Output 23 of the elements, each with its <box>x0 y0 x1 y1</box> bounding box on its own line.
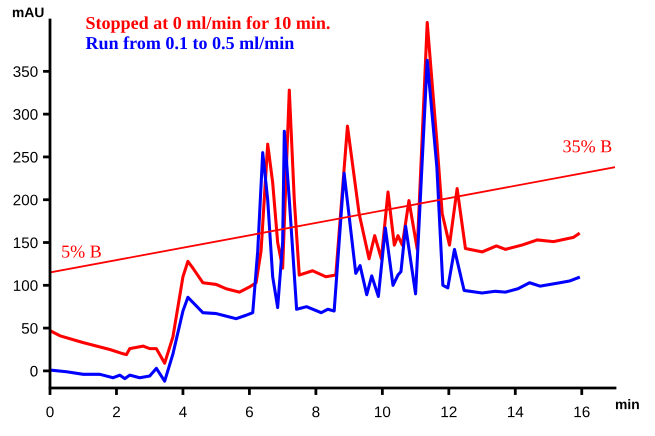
x-tick-label: 8 <box>312 406 320 418</box>
x-tick-label: 0 <box>46 406 54 418</box>
y-axis-title: mAU <box>12 8 44 18</box>
y-tick-label: 250 <box>13 152 38 163</box>
y-tick-label: 350 <box>13 66 38 78</box>
y-tick-label: 300 <box>13 109 38 120</box>
x-tick-label: 2 <box>112 406 120 418</box>
x-tick-label: 16 <box>574 406 590 418</box>
y-tick-label: 0 <box>30 366 38 377</box>
x-tick-label: 4 <box>179 406 187 418</box>
x-tick-label: 12 <box>441 406 457 418</box>
x-tick-label: 10 <box>375 406 390 418</box>
y-tick-label: 150 <box>14 237 38 248</box>
x-tick-label: 6 <box>246 406 253 418</box>
x-tick-label: 14 <box>508 406 524 418</box>
y-tick-label: 100 <box>14 280 38 291</box>
text: Run from 0.1 to 0.5 ml/min <box>86 36 294 50</box>
y-tick-label: 200 <box>13 194 38 206</box>
annotation: 5% B <box>62 246 101 258</box>
text: Stopped at 0 ml/min for 10 min. <box>86 16 330 33</box>
x-axis-title: min <box>616 399 639 410</box>
annotation: 35% B <box>563 140 612 152</box>
y-tick-label: 50 <box>22 322 38 334</box>
